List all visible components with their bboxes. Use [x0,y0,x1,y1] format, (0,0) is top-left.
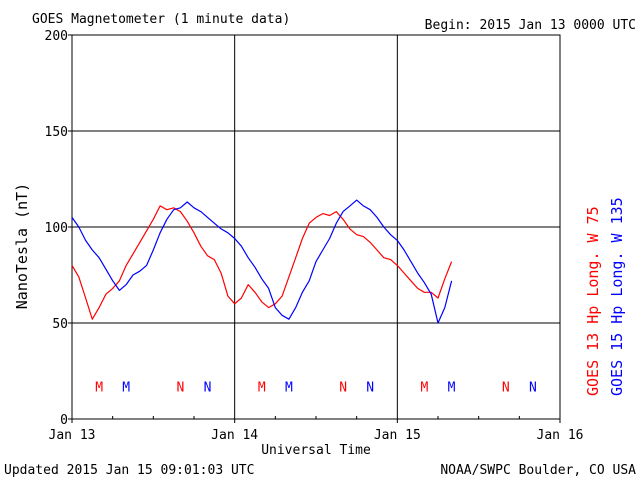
x-tick-label: Jan 16 [537,428,584,443]
y-tick-label: 100 [45,221,68,236]
series-line-2 [71,199,453,324]
orbit-marker: N [339,380,347,395]
orbit-marker: M [258,380,266,395]
x-axis-ticks: Jan 13 Jan 14 Jan 15 Jan 16 [49,416,584,443]
orbit-marker: N [177,380,185,395]
chart-title: GOES Magnetometer (1 minute data) [32,12,290,27]
y-tick-label: 150 [45,125,68,140]
orbit-marker: N [502,380,510,395]
x-axis-label: Universal Time [261,443,371,458]
legend-goes15: GOES 15 Hp Long. W 135 [608,197,626,396]
y-axis-ticks: 0 50 100 150 200 [45,29,72,428]
orbit-marker: M [448,380,456,395]
y-tick-label: 200 [45,29,68,44]
x-tick-label: Jan 14 [211,428,258,443]
y-tick-label: 0 [60,413,68,428]
series-line-1 [71,205,453,320]
orbit-marker: N [529,380,537,395]
y-axis-label: NanoTesla (nT) [13,183,31,309]
x-tick-label: Jan 13 [49,428,96,443]
series-lines [71,199,453,324]
orbit-marker: M [95,380,103,395]
begin-label: Begin: 2015 Jan 13 0000 UTC [425,18,636,33]
footer-updated: Updated 2015 Jan 15 09:01:03 UTC [4,463,254,478]
grid-lines [72,35,560,419]
orbit-marker: M [122,380,130,395]
orbit-marker: M [421,380,429,395]
orbit-marker: N [366,380,374,395]
orbit-marker: M [285,380,293,395]
footer-source: NOAA/SWPC Boulder, CO USA [440,463,636,478]
orbit-marker: N [204,380,212,395]
legend-goes13: GOES 13 Hp Long. W 75 [584,206,602,396]
y-tick-label: 50 [52,317,68,332]
x-tick-label: Jan 15 [374,428,421,443]
